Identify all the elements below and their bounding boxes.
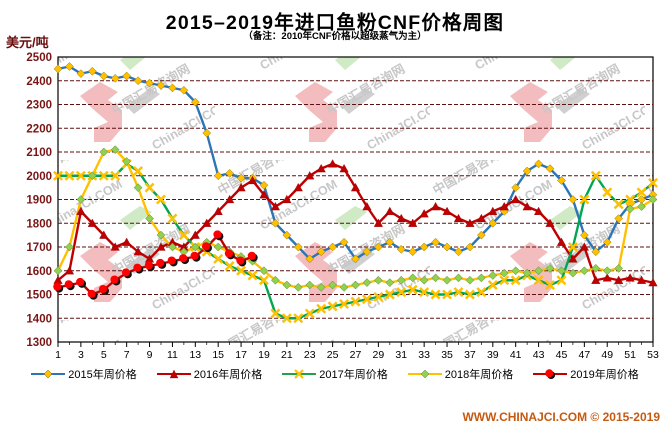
svg-text:1300: 1300 <box>26 337 52 349</box>
svg-text:2100: 2100 <box>26 147 52 159</box>
svg-text:3: 3 <box>78 349 84 361</box>
svg-text:25: 25 <box>327 349 339 361</box>
svg-text:2300: 2300 <box>26 100 52 112</box>
svg-text:5: 5 <box>101 349 107 361</box>
svg-text:27: 27 <box>350 349 362 361</box>
svg-text:51: 51 <box>624 349 636 361</box>
svg-text:2000: 2000 <box>26 171 52 183</box>
svg-text:29: 29 <box>373 349 385 361</box>
svg-text:21: 21 <box>281 349 293 361</box>
svg-text:33: 33 <box>418 349 430 361</box>
svg-text:35: 35 <box>441 349 453 361</box>
svg-text:2400: 2400 <box>26 76 52 88</box>
svg-text:13: 13 <box>189 349 201 361</box>
svg-text:23: 23 <box>304 349 316 361</box>
svg-text:49: 49 <box>601 349 613 361</box>
svg-text:43: 43 <box>533 349 545 361</box>
svg-text:1700: 1700 <box>26 242 52 254</box>
svg-text:15: 15 <box>212 349 224 361</box>
svg-text:45: 45 <box>556 349 568 361</box>
svg-text:31: 31 <box>395 349 407 361</box>
svg-text:19: 19 <box>258 349 270 361</box>
svg-text:2500: 2500 <box>26 52 52 64</box>
svg-text:47: 47 <box>579 349 591 361</box>
svg-text:39: 39 <box>487 349 499 361</box>
svg-text:53: 53 <box>647 349 659 361</box>
svg-text:1400: 1400 <box>26 313 52 325</box>
svg-text:1500: 1500 <box>26 290 52 302</box>
svg-text:2200: 2200 <box>26 123 52 135</box>
svg-text:17: 17 <box>235 349 247 361</box>
svg-text:1: 1 <box>55 349 61 361</box>
svg-text:41: 41 <box>510 349 522 361</box>
svg-text:1600: 1600 <box>26 266 52 278</box>
svg-text:11: 11 <box>167 349 178 361</box>
svg-text:1800: 1800 <box>26 218 52 230</box>
svg-text:7: 7 <box>124 349 130 361</box>
svg-text:1900: 1900 <box>26 195 52 207</box>
svg-text:9: 9 <box>147 349 153 361</box>
svg-text:37: 37 <box>464 349 476 361</box>
